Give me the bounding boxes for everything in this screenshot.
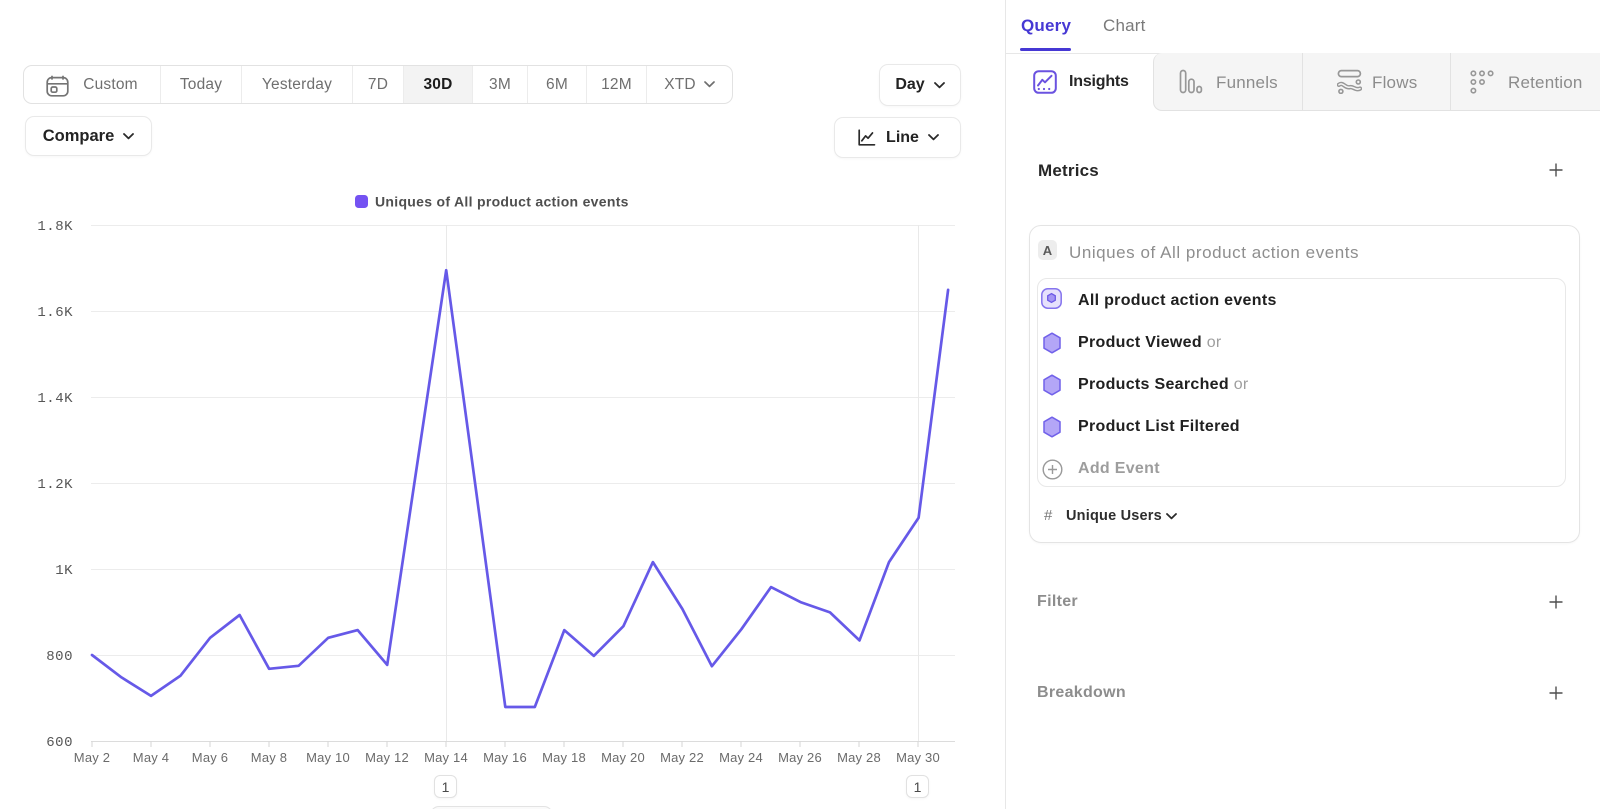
svg-text:May 14: May 14 — [424, 750, 468, 765]
svg-text:May 24: May 24 — [719, 750, 763, 765]
svg-text:May 12: May 12 — [365, 750, 409, 765]
svg-text:May 10: May 10 — [306, 750, 350, 765]
svg-text:May 20: May 20 — [601, 750, 645, 765]
svg-text:May 2: May 2 — [74, 750, 110, 765]
svg-text:May 18: May 18 — [542, 750, 586, 765]
svg-text:1.4K: 1.4K — [37, 391, 73, 407]
svg-text:1.2K: 1.2K — [37, 477, 73, 493]
svg-text:1.8K: 1.8K — [37, 219, 73, 235]
svg-text:May 8: May 8 — [251, 750, 287, 765]
svg-text:May 28: May 28 — [837, 750, 881, 765]
svg-text:1K: 1K — [55, 563, 73, 579]
svg-text:800: 800 — [46, 649, 73, 665]
svg-text:May 4: May 4 — [133, 750, 169, 765]
svg-text:1.6K: 1.6K — [37, 305, 73, 321]
svg-text:May 16: May 16 — [483, 750, 527, 765]
svg-text:May 6: May 6 — [192, 750, 228, 765]
svg-text:May 26: May 26 — [778, 750, 822, 765]
svg-text:Uniques of All product action: Uniques of All product action events — [375, 194, 629, 210]
svg-text:May 30: May 30 — [896, 750, 940, 765]
svg-text:May 22: May 22 — [660, 750, 704, 765]
svg-text:600: 600 — [46, 735, 73, 751]
